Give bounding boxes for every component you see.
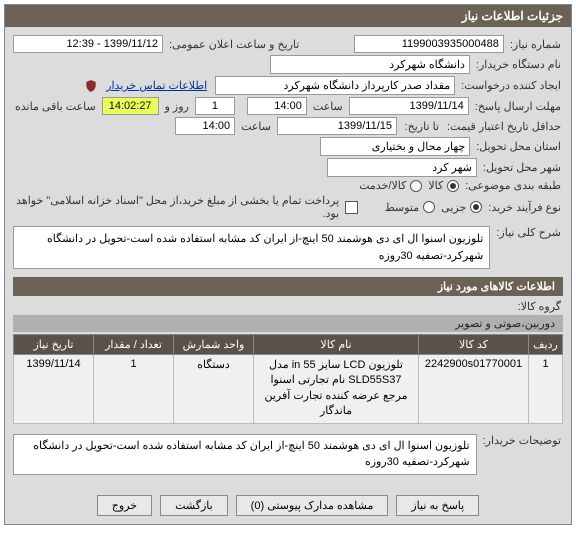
process-opt1-radio[interactable]: جزیی [439, 201, 482, 214]
city-label: شهر محل تحویل: [481, 161, 563, 174]
table-row: 1 2242900s01770001 تلوزیون LCD سایز 55 i… [14, 355, 563, 424]
group-label: گروه کالا: [516, 300, 563, 313]
creator-value: مقداد صدر کارپرداز دانشگاه شهرکرد [215, 76, 455, 95]
group-value: دوربین،صوتی و تصویر [13, 315, 563, 332]
view-attachments-label: مشاهده مدارک پیوستی [267, 500, 373, 512]
footer-buttons: پاسخ به نیاز مشاهده مدارک پیوستی (0) باز… [5, 487, 571, 524]
deadline-date: 1399/11/14 [349, 97, 469, 115]
budget-opt2-radio[interactable]: کالا/خدمت [357, 179, 422, 192]
budget-opt2-label: کالا/خدمت [357, 179, 408, 192]
items-tbody: 1 2242900s01770001 تلوزیون LCD سایز 55 i… [14, 355, 563, 424]
general-title-value: تلوزیون اسنوا ال ای دی هوشمند 50 اینچ-از… [13, 226, 490, 269]
items-table: ردیف کد کالا نام کالا واحد شمارش تعداد /… [13, 334, 563, 424]
validity-label: حداقل تاریخ اعتبار قیمت: [445, 120, 563, 133]
process-opt1-label: جزیی [439, 201, 468, 214]
time-label-2: ساعت [239, 120, 273, 133]
deadline-label: مهلت ارسال پاسخ: [473, 100, 563, 113]
treasury-note: پرداخت تمام یا بخشی از مبلغ خرید،از محل … [13, 194, 341, 220]
need-no-value: 1199003935000488 [354, 35, 504, 53]
validity-time: 14:00 [175, 117, 235, 135]
org-label: نام دستگاه خریدار: [474, 58, 563, 71]
remaining-label: ساعت باقی مانده [13, 100, 98, 113]
org-value: دانشگاه شهرکرد [270, 55, 470, 74]
radio-icon [423, 201, 435, 213]
creator-label: ایجاد کننده درخواست: [459, 79, 563, 92]
items-header: اطلاعات کالاهای مورد نیاز [13, 277, 563, 296]
process-label: نوع فرآیند خرید: [486, 201, 563, 214]
form-area: شماره نیاز: 1199003935000488 تاریخ و ساع… [5, 27, 571, 487]
need-details-panel: جزئیات اطلاعات نیاز شماره نیاز: 11990039… [4, 4, 572, 525]
view-attachments-button[interactable]: مشاهده مدارک پیوستی (0) [236, 495, 389, 516]
validity-date: 1399/11/15 [277, 117, 397, 135]
col-code: کد کالا [419, 335, 529, 355]
need-no-label: شماره نیاز: [508, 38, 563, 51]
treasury-checkbox[interactable] [345, 201, 357, 214]
province-value: چهار محال و بختیاری [320, 137, 470, 156]
cell-code: 2242900s01770001 [419, 355, 529, 424]
exit-button[interactable]: خروج [97, 495, 152, 516]
process-opt2-label: متوسط [383, 201, 422, 214]
countdown-timer: 14:02:27 [102, 97, 159, 115]
attachments-count: 0 [254, 500, 260, 512]
cell-qty: 1 [94, 355, 174, 424]
buyer-info-link[interactable]: اطلاعات تماس خریدار [102, 79, 211, 92]
panel-title: جزئیات اطلاعات نیاز [5, 5, 571, 27]
reply-button[interactable]: پاسخ به نیاز [396, 495, 479, 516]
col-name: نام کالا [254, 335, 419, 355]
province-label: استان محل تحویل: [474, 140, 563, 153]
cell-name: تلوزیون LCD سایز 55 in مدل SLD55S37 نام … [254, 355, 419, 424]
general-title-label: شرح کلی نیاز: [494, 222, 563, 239]
cell-date: 1399/11/14 [14, 355, 94, 424]
back-button[interactable]: بازگشت [160, 495, 228, 516]
process-opt2-radio[interactable]: متوسط [383, 201, 436, 214]
todate-label: تا تاریخ: [401, 120, 441, 133]
budget-opt1-label: کالا [426, 179, 445, 192]
city-value: شهر کرد [327, 158, 477, 177]
shield-icon [84, 79, 98, 93]
cell-idx: 1 [529, 355, 563, 424]
col-date: تاریخ نیاز [14, 335, 94, 355]
time-label-1: ساعت [311, 100, 345, 113]
radio-icon [470, 201, 482, 213]
buyer-notes-value: تلوزیون اسنوا ال ای دی هوشمند 50 اینچ-از… [13, 434, 477, 475]
cell-unit: دستگاه [174, 355, 254, 424]
budget-label: طبقه بندی موضوعی: [463, 179, 563, 192]
days-value: 1 [195, 97, 235, 115]
col-qty: تعداد / مقدار [94, 335, 174, 355]
col-idx: ردیف [529, 335, 563, 355]
days-label: روز و [163, 100, 191, 113]
deadline-time: 14:00 [247, 97, 307, 115]
col-unit: واحد شمارش [174, 335, 254, 355]
announce-label: تاریخ و ساعت اعلان عمومی: [167, 38, 301, 51]
buyer-notes-label: توضیحات خریدار: [481, 430, 563, 447]
radio-icon [447, 180, 459, 192]
announce-value: 1399/11/12 - 12:39 [13, 35, 163, 53]
radio-icon [410, 180, 422, 192]
budget-opt1-radio[interactable]: کالا [426, 179, 459, 192]
